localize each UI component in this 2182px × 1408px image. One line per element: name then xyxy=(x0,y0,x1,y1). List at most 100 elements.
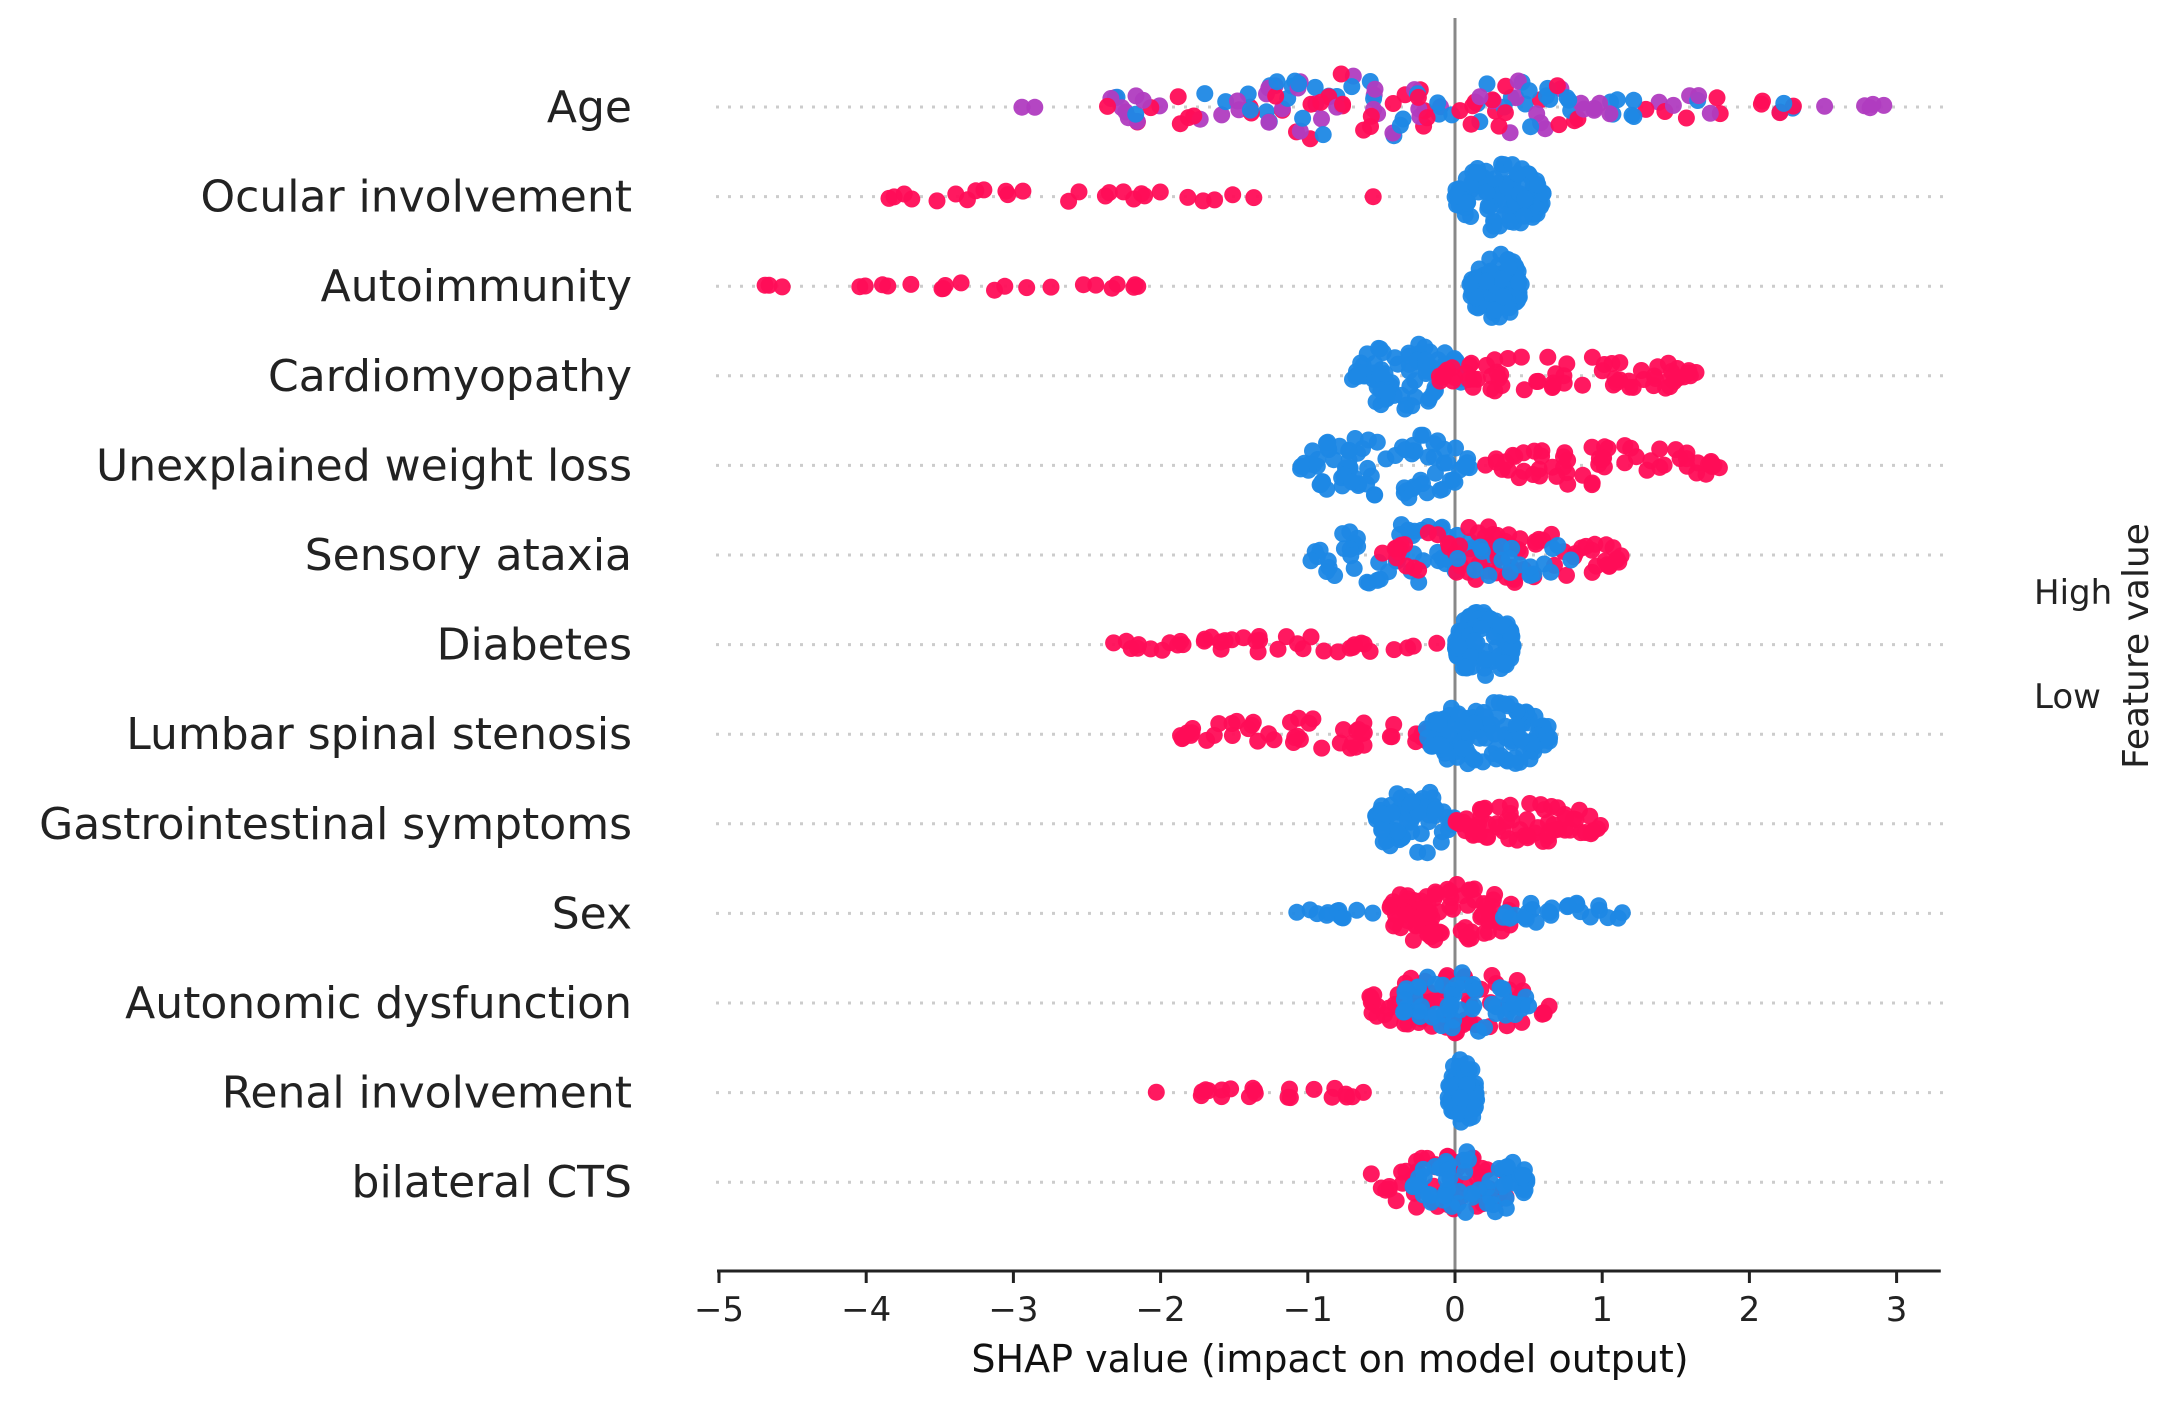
feature-row-points xyxy=(1147,1051,1486,1131)
shap-point xyxy=(952,274,970,292)
shap-point xyxy=(1265,731,1283,749)
shap-point xyxy=(1223,727,1241,744)
shap-point xyxy=(1136,187,1154,205)
shap-point xyxy=(997,182,1015,200)
shap-point xyxy=(1540,732,1558,750)
feature-label: Diabetes xyxy=(437,620,632,671)
shap-point xyxy=(1479,200,1497,218)
shap-point xyxy=(1343,473,1361,491)
shap-point xyxy=(1512,730,1530,748)
shap-point xyxy=(958,191,976,209)
shap-point xyxy=(928,192,946,210)
x-axis: −5 −4 −3 −2 −1 0 1 2 3 xyxy=(694,1269,1941,1330)
shap-point xyxy=(1185,107,1203,125)
shap-point xyxy=(1442,996,1460,1014)
shap-point xyxy=(1516,190,1534,208)
feature-row-points xyxy=(1288,876,1631,949)
shap-point xyxy=(1383,728,1401,746)
shap-point xyxy=(773,278,791,296)
shap-point xyxy=(1434,480,1452,498)
shap-point xyxy=(1486,886,1504,903)
shap-point xyxy=(1437,1171,1455,1189)
shap-point xyxy=(1444,900,1462,918)
shap-point xyxy=(1544,540,1562,557)
shap-point xyxy=(1240,1088,1258,1106)
shap-point xyxy=(1245,189,1263,207)
shap-point xyxy=(1542,563,1560,581)
feature-label: bilateral CTS xyxy=(352,1157,632,1208)
shap-point xyxy=(1018,279,1036,297)
shap-point xyxy=(1651,458,1669,476)
shap-point xyxy=(1470,1181,1488,1199)
shap-point xyxy=(1478,75,1496,93)
shap-point xyxy=(1544,377,1562,395)
shap-point xyxy=(1313,739,1331,757)
shap-point xyxy=(1527,913,1545,931)
shap-point xyxy=(1425,435,1443,453)
shap-point xyxy=(1312,476,1330,493)
shap-point xyxy=(1260,113,1278,131)
shap-point xyxy=(1315,642,1333,660)
shap-point xyxy=(1127,105,1145,123)
shap-point xyxy=(1370,339,1388,357)
shap-point xyxy=(1550,116,1568,134)
shap-point xyxy=(1282,713,1299,731)
shap-point xyxy=(1359,431,1377,449)
shap-point xyxy=(996,277,1014,295)
shap-point xyxy=(1171,115,1189,133)
shap-point xyxy=(1198,731,1216,749)
shap-point xyxy=(1816,97,1834,115)
x-tick-label: −1 xyxy=(1283,1290,1333,1330)
shap-point xyxy=(1388,785,1406,803)
shap-point xyxy=(1457,1203,1475,1221)
shap-point xyxy=(1371,570,1389,588)
shap-point xyxy=(1627,448,1645,466)
shap-point xyxy=(1499,350,1517,367)
shap-point xyxy=(1251,631,1269,649)
shap-point xyxy=(1349,367,1367,385)
shap-point xyxy=(1477,272,1495,290)
shap-point xyxy=(1488,363,1506,381)
shap-point xyxy=(1558,89,1576,107)
shap-point xyxy=(1475,924,1493,942)
shap-point xyxy=(1428,736,1446,754)
shap-point xyxy=(1651,440,1669,458)
shap-point xyxy=(1179,188,1197,206)
shap-point xyxy=(1013,98,1031,116)
shap-point xyxy=(1585,101,1603,119)
shap-point xyxy=(1574,376,1591,394)
shap-point xyxy=(1708,89,1726,107)
shap-point xyxy=(1608,550,1626,568)
shap-point xyxy=(1492,617,1510,635)
feature-label: Sensory ataxia xyxy=(305,530,632,581)
shap-point xyxy=(1486,382,1504,400)
shap-point xyxy=(1194,192,1212,210)
shap-point xyxy=(1419,904,1437,922)
shap-point xyxy=(1616,437,1634,455)
legend-title: Feature value xyxy=(2116,523,2157,769)
shap-point xyxy=(1480,567,1498,584)
feature-label: Sex xyxy=(552,888,632,939)
shap-point xyxy=(1403,793,1421,811)
shap-point xyxy=(1533,442,1551,460)
shap-point xyxy=(1364,188,1382,206)
shap-point xyxy=(1466,561,1484,579)
x-tick-label: 2 xyxy=(1739,1290,1761,1330)
shap-point xyxy=(1496,104,1514,122)
shap-point xyxy=(1210,715,1228,733)
shap-point xyxy=(1479,815,1497,833)
shap-point xyxy=(1354,1083,1372,1101)
shap-point xyxy=(1361,988,1379,1005)
shap-point xyxy=(1153,641,1171,659)
shap-point xyxy=(1479,901,1497,919)
shap-point xyxy=(1335,721,1352,739)
shap-point xyxy=(1520,997,1538,1015)
shap-point xyxy=(1657,379,1675,397)
shap-point xyxy=(1243,716,1261,734)
shap-point xyxy=(1344,638,1362,656)
shap-point xyxy=(1361,642,1379,660)
shap-point xyxy=(1440,535,1457,553)
shap-point xyxy=(1387,1192,1405,1210)
shap-point xyxy=(1483,967,1501,984)
shap-point xyxy=(1241,101,1259,119)
